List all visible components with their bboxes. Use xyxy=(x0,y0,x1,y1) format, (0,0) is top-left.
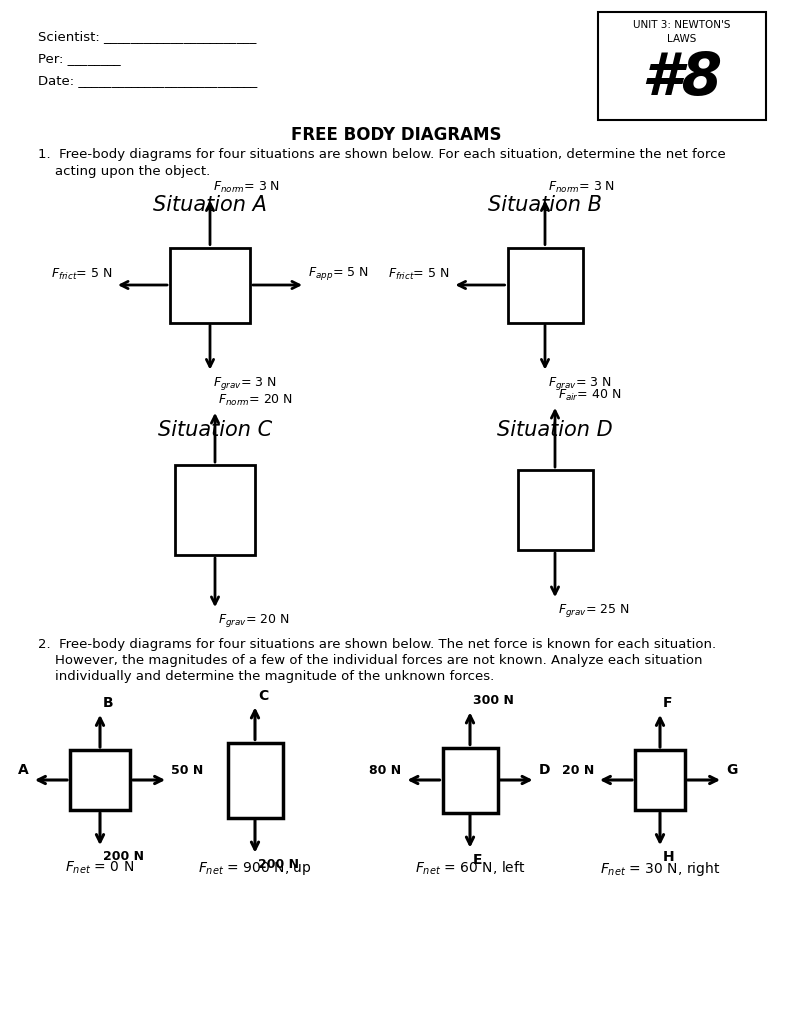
Text: 20 N: 20 N xyxy=(562,764,594,777)
Text: LAWS: LAWS xyxy=(668,34,697,44)
Bar xyxy=(175,465,255,555)
Text: $F_{frict}$= 5 N: $F_{frict}$= 5 N xyxy=(51,267,112,282)
Text: $F_{frict}$= 5 N: $F_{frict}$= 5 N xyxy=(388,267,449,282)
Text: $F_{net}$ = 30 N, right: $F_{net}$ = 30 N, right xyxy=(600,860,720,878)
Bar xyxy=(442,748,498,812)
Text: However, the magnitudes of a few of the individual forces are not known. Analyze: However, the magnitudes of a few of the … xyxy=(55,654,702,667)
Text: 80 N: 80 N xyxy=(369,764,402,777)
Text: A: A xyxy=(18,763,29,777)
Text: H: H xyxy=(663,850,675,864)
Bar xyxy=(517,470,592,550)
Bar xyxy=(170,248,250,323)
Text: #8: #8 xyxy=(642,50,723,106)
Text: $F_{net}$ = 900 N, up: $F_{net}$ = 900 N, up xyxy=(198,860,312,877)
Text: acting upon the object.: acting upon the object. xyxy=(55,165,210,178)
Text: UNIT 3: NEWTON'S: UNIT 3: NEWTON'S xyxy=(634,20,731,30)
Text: C: C xyxy=(258,688,268,702)
Text: $F_{net}$ = 60 N, left: $F_{net}$ = 60 N, left xyxy=(414,860,525,878)
Text: 300 N: 300 N xyxy=(473,694,514,708)
Text: 200 N: 200 N xyxy=(103,850,144,863)
Text: D: D xyxy=(539,763,550,777)
Text: G: G xyxy=(726,763,737,777)
Text: Situation A: Situation A xyxy=(153,195,267,215)
Text: $F_{app}$= 5 N: $F_{app}$= 5 N xyxy=(308,265,369,282)
Bar xyxy=(508,248,582,323)
Text: FREE BODY DIAGRAMS: FREE BODY DIAGRAMS xyxy=(291,126,501,144)
Text: $F_{norm}$= 20 N: $F_{norm}$= 20 N xyxy=(218,393,293,408)
Text: F: F xyxy=(663,696,672,710)
Text: 200 N: 200 N xyxy=(258,857,299,870)
Text: Situation D: Situation D xyxy=(497,420,613,440)
Bar xyxy=(635,750,685,810)
Text: Situation B: Situation B xyxy=(488,195,602,215)
Bar xyxy=(598,12,766,120)
Text: E: E xyxy=(473,853,483,866)
Text: Scientist: _______________________: Scientist: _______________________ xyxy=(38,30,256,43)
Text: B: B xyxy=(103,696,114,710)
Text: $F_{grav}$= 3 N: $F_{grav}$= 3 N xyxy=(548,375,611,391)
Text: $F_{net}$ = 0 N: $F_{net}$ = 0 N xyxy=(66,860,134,877)
Text: $F_{norm}$= 3 N: $F_{norm}$= 3 N xyxy=(548,180,615,196)
Text: $F_{norm}$= 3 N: $F_{norm}$= 3 N xyxy=(213,180,280,196)
Text: $F_{grav}$= 25 N: $F_{grav}$= 25 N xyxy=(558,602,630,618)
Text: 1.  Free-body diagrams for four situations are shown below. For each situation, : 1. Free-body diagrams for four situation… xyxy=(38,148,726,161)
Text: $F_{grav}$= 20 N: $F_{grav}$= 20 N xyxy=(218,612,290,629)
Text: 50 N: 50 N xyxy=(171,764,203,777)
Text: Situation C: Situation C xyxy=(158,420,272,440)
Bar xyxy=(70,750,130,810)
Text: individually and determine the magnitude of the unknown forces.: individually and determine the magnitude… xyxy=(55,670,494,683)
Bar xyxy=(228,742,282,817)
Text: $F_{grav}$= 3 N: $F_{grav}$= 3 N xyxy=(213,375,277,391)
Text: Date: ___________________________: Date: ___________________________ xyxy=(38,74,257,87)
Text: Per: ________: Per: ________ xyxy=(38,52,120,65)
Text: 2.  Free-body diagrams for four situations are shown below. The net force is kno: 2. Free-body diagrams for four situation… xyxy=(38,638,716,651)
Text: $F_{air}$= 40 N: $F_{air}$= 40 N xyxy=(558,388,622,403)
